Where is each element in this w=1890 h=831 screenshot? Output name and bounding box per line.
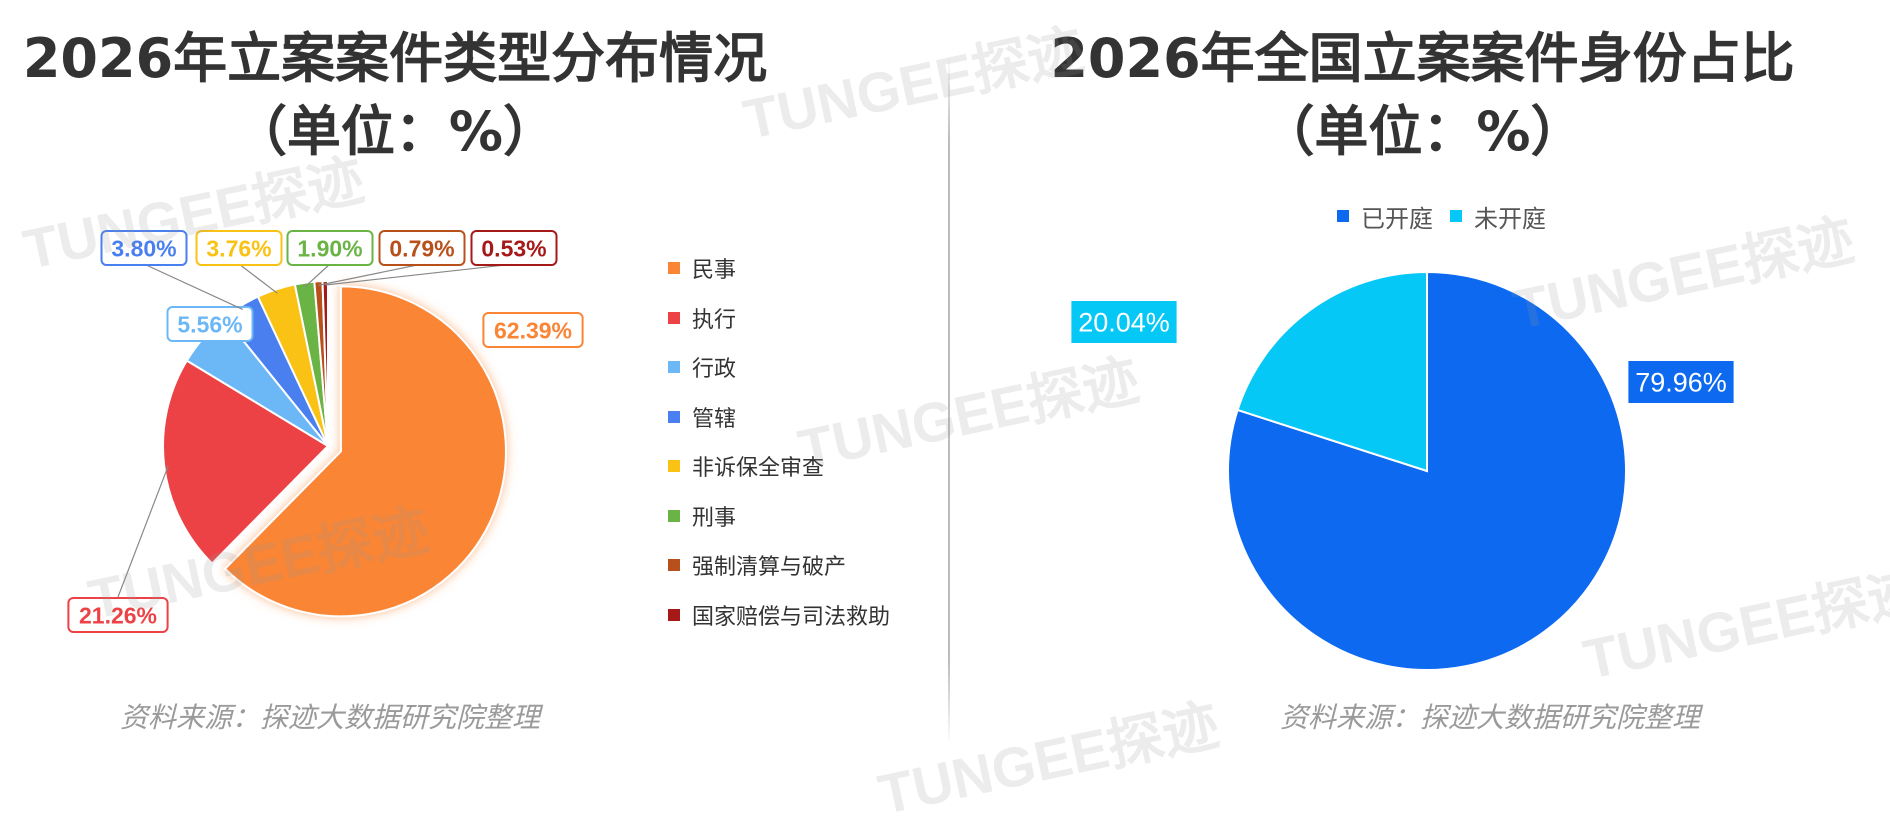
legend-label: 行政 xyxy=(692,351,736,383)
pie-chart-case-types: 62.39% 21.26% 5.56% 3.80% 3.76% 1.90% 0.79% 0.5… xyxy=(0,0,945,764)
legend-item: 执行 xyxy=(668,305,736,331)
data-label-3-text: 3.80% xyxy=(111,235,176,261)
data-label-1-text: 21.26% xyxy=(79,602,157,628)
legend-label: 已开庭 xyxy=(1361,199,1433,234)
legend-item: 非诉保全审查 xyxy=(668,453,824,479)
legend-item: 行政 xyxy=(668,354,736,380)
source-note: 资料来源：探迹大数据研究院整理 xyxy=(120,704,540,732)
data-label-4: 3.76% xyxy=(197,231,282,265)
data-label-0-text: 79.96% xyxy=(1635,368,1727,398)
data-label-5-text: 1.90% xyxy=(297,235,362,261)
legend-swatch xyxy=(668,262,680,274)
legend-item: 刑事 xyxy=(668,503,736,529)
legend-swatch xyxy=(668,559,680,571)
legend-label: 刑事 xyxy=(692,500,736,532)
legend-item: 未开庭 xyxy=(1450,203,1546,229)
legend-label: 未开庭 xyxy=(1474,199,1546,234)
data-label-1-text: 20.04% xyxy=(1078,308,1170,338)
legend-item: 管辖 xyxy=(668,404,736,430)
legend-item: 强制清算与破产 xyxy=(668,552,846,578)
legend-swatch xyxy=(1450,210,1462,222)
data-label-0-text: 62.39% xyxy=(494,317,572,343)
legend-label: 非诉保全审查 xyxy=(692,450,824,482)
data-label-1: 20.04% xyxy=(1071,301,1176,343)
legend-label: 管辖 xyxy=(692,401,736,433)
data-label-6-text: 0.79% xyxy=(389,235,454,261)
chart-panel-hearing-status: 2026年全国立案案件身份占比 （单位：%） 79.96%20.04% 资料来源… xyxy=(955,0,1890,764)
legend-swatch xyxy=(668,460,680,472)
leader-line-4 xyxy=(239,264,277,293)
data-label-2-text: 5.56% xyxy=(177,311,242,337)
leader-line-3 xyxy=(144,264,243,309)
legend-label: 强制清算与破产 xyxy=(692,549,846,581)
legend-swatch xyxy=(668,411,680,423)
leader-line-6 xyxy=(319,264,422,285)
leader-line-1 xyxy=(118,466,168,597)
data-label-1: 21.26% xyxy=(68,598,167,632)
data-label-7: 0.53% xyxy=(472,231,557,265)
legend-item: 民事 xyxy=(668,255,736,281)
source-note: 资料来源：探迹大数据研究院整理 xyxy=(1280,704,1700,732)
legend-label: 民事 xyxy=(692,252,736,284)
legend-swatch xyxy=(1337,210,1349,222)
data-label-4-text: 3.76% xyxy=(206,235,271,261)
data-label-6: 0.79% xyxy=(380,231,465,265)
legend-swatch xyxy=(668,312,680,324)
data-label-0: 79.96% xyxy=(1628,361,1733,403)
pie-chart-hearing-status: 79.96% 20.04% xyxy=(955,0,1890,764)
leader-line-7 xyxy=(325,264,514,285)
legend-item: 已开庭 xyxy=(1337,203,1433,229)
legend-label: 执行 xyxy=(692,302,736,334)
data-label-7-text: 0.53% xyxy=(481,235,546,261)
panel-divider xyxy=(948,55,950,745)
data-label-3: 3.80% xyxy=(102,231,187,265)
legend-swatch xyxy=(668,609,680,621)
data-label-5: 1.90% xyxy=(288,231,373,265)
legend-swatch xyxy=(668,510,680,522)
chart-panel-case-types: 2026年立案案件类型分布情况 （单位：%） 62.39%21.26%5.56%… xyxy=(0,0,945,764)
data-label-0: 62.39% xyxy=(483,313,582,347)
legend-item: 国家赔偿与司法救助 xyxy=(668,602,890,628)
legend-swatch xyxy=(668,361,680,373)
legend-label: 国家赔偿与司法救助 xyxy=(692,599,890,631)
data-label-2: 5.56% xyxy=(168,307,253,341)
